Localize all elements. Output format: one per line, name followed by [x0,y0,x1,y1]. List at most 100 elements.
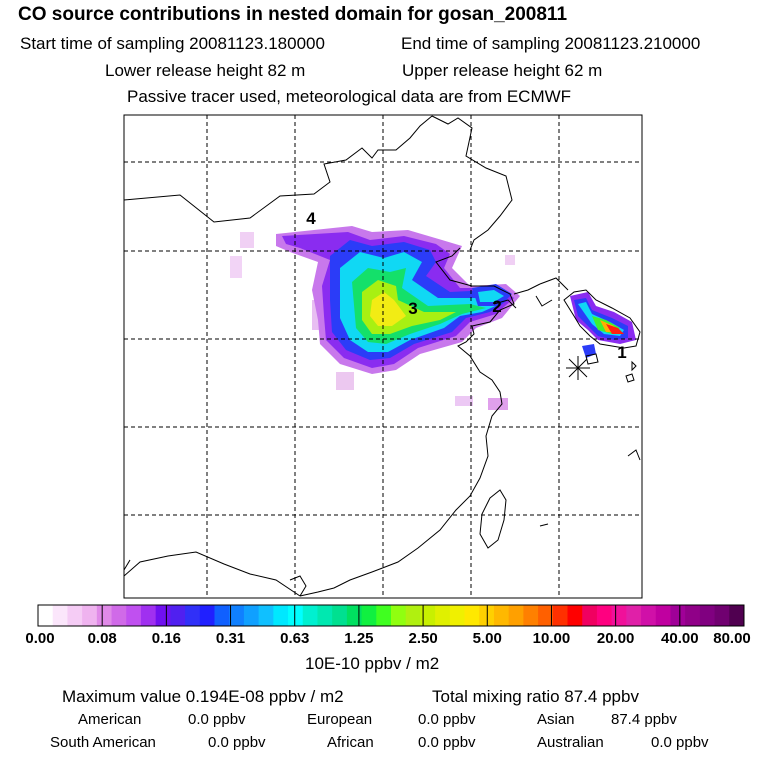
colorbar-swatch [420,605,436,626]
colorbar-swatch [435,605,451,626]
american-label: American [78,711,142,728]
korea-coast [563,289,641,349]
colorbar-swatch [243,605,260,626]
maximum-value: Maximum value 0.194E-08 ppbv / m2 [62,687,344,706]
colorbar-tick-label: 0.00 [25,630,55,647]
total-mixing-ratio: Total mixing ratio 87.4 ppbv [432,687,639,706]
colorbar-swatch [258,605,274,626]
colorbar-swatch [699,605,715,626]
colorbar-swatch [126,605,142,626]
concentration-plume [230,226,636,410]
region-label-4: 4 [306,209,316,228]
coast-line [493,299,517,309]
asian-value: 87.4 ppbv [611,711,677,728]
plume-layer-blob-bohai-inner [478,290,504,302]
colorbar-swatch [685,605,701,626]
island-outline [631,360,637,372]
lower-release-label: Lower release height 82 m [105,61,306,80]
colorbar-swatch [596,605,613,626]
receptor-marker-gosan [566,356,590,380]
colorbar-swatch [67,605,83,626]
taiwan-outline [479,489,507,549]
island-outline [585,353,599,365]
colorbar-swatch [170,605,186,626]
subtitle-note: Passive tracer used, meteorological data… [127,87,572,106]
african-value: 0.0 ppbv [418,734,476,751]
colorbar [38,605,745,626]
south-american-label: South American [50,734,156,751]
colorbar-tick-label: 2.50 [408,630,438,647]
colorbar-swatch [140,605,157,626]
colorbar-tick-label: 0.31 [215,630,246,647]
region-label-3: 3 [408,299,417,318]
plot-frame [123,114,643,599]
plume-faint-patch [505,255,515,265]
colorbar-major-ticks [37,605,745,626]
colorbar-tick-label: 40.00 [661,630,699,647]
african-label: African [327,734,374,751]
plume-faint-patch [240,232,254,248]
colorbar-swatch [361,605,377,626]
region-label-2: 2 [492,297,501,316]
european-value: 0.0 ppbv [418,711,476,728]
colorbar-tick-label: 0.08 [87,630,117,647]
colorbar-swatch [391,605,407,626]
colorbar-swatch [538,605,554,626]
colorbar-swatch [582,605,598,626]
map-gridlines [124,115,642,598]
colorbar-swatch [214,605,230,626]
colorbar-unit: 10E-10 ppbv / m2 [305,654,440,673]
colorbar-swatch [405,605,421,626]
colorbar-swatch [229,605,245,626]
plume-faint-patch [230,256,242,278]
border-line [431,115,513,251]
coast-line [513,283,541,295]
colorbar-swatch [523,605,539,626]
american-value: 0.0 ppbv [188,711,246,728]
colorbar-swatch [670,605,686,626]
colorbar-swatch [611,605,627,626]
page-title: CO source contributions in nested domain… [18,4,568,25]
border-line [123,115,433,223]
start-time-label: Start time of sampling 20081123.180000 [20,34,325,53]
plume-faint-patch [336,372,354,390]
colorbar-swatch [38,605,54,626]
colorbar-swatch [273,605,289,626]
colorbar-swatch [185,605,201,626]
plume-faint-patch [455,396,473,406]
colorbar-swatch [626,605,642,626]
colorbar-swatch [52,605,68,626]
coast-line [299,247,515,597]
colorbar-swatch [464,605,480,626]
coastlines [123,115,641,597]
south-american-value: 0.0 ppbv [208,734,266,751]
border-line [123,559,131,571]
coast-line [627,449,641,461]
colorbar-swatch [567,605,583,626]
colorbar-swatch [641,605,657,626]
region-label-1: 1 [617,343,626,362]
plume-layer-yellow [370,292,406,326]
coast-line [539,523,549,527]
colorbar-tick-label: 20.00 [596,630,635,647]
colorbar-tick-label: 5.00 [472,630,502,647]
colorbar-swatch [508,605,524,626]
colorbar-tick-label: 0.63 [280,630,310,647]
colorbar-swatch [302,605,318,626]
colorbar-swatch [288,605,304,626]
coast-line [535,295,553,307]
colorbar-swatch [552,605,568,626]
plume-faint-patch [488,398,508,410]
colorbar-swatch [346,605,362,626]
colorbar-swatch [82,605,98,626]
colorbar-swatch [376,605,392,626]
colorbar-swatch [199,605,215,626]
colorbar-swatch [714,605,730,626]
colorbar-swatch [449,605,465,626]
colorbar-swatch [96,605,112,626]
australian-label: Australian [537,734,604,751]
colorbar-tick-label: 10.00 [532,630,571,647]
colorbar-swatch [317,605,333,626]
colorbar-swatch [332,605,348,626]
